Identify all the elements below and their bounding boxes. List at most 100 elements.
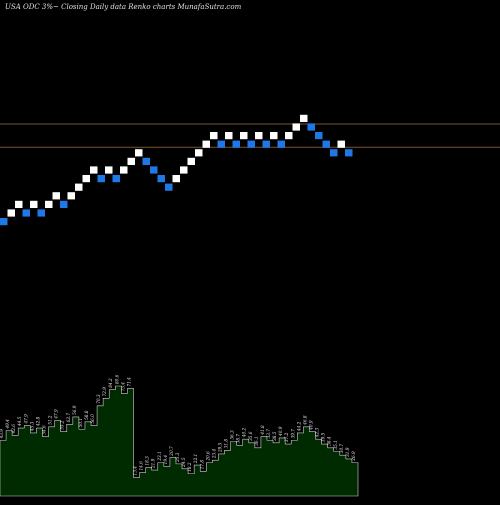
volume-label: 40.2 — [242, 427, 247, 438]
volume-label: 84.2 — [108, 378, 113, 388]
volume-label: 42.8 — [35, 416, 40, 427]
chart-title: USA ODC 3%~ Closing Daily data Renko cha… — [5, 3, 242, 11]
volume-label: 36.3 — [230, 430, 235, 440]
up-brick — [120, 166, 128, 174]
up-brick — [30, 200, 38, 208]
volume-label: 17.8 — [199, 460, 204, 470]
up-brick — [45, 200, 53, 208]
volume-label: 37.2 — [284, 432, 289, 442]
down-brick — [60, 200, 68, 208]
up-brick — [15, 200, 23, 208]
up-brick — [225, 132, 233, 140]
up-brick — [90, 166, 98, 174]
volume-label: 45.3 — [29, 421, 34, 432]
volume-label: 41.8 — [260, 425, 265, 436]
volume-label: 14.6 — [139, 461, 144, 471]
up-brick — [52, 192, 60, 200]
volume-label: 26.9 — [351, 451, 356, 462]
up-brick — [202, 140, 210, 148]
up-brick — [270, 132, 278, 140]
up-brick — [180, 166, 188, 174]
volume-panel: 43.949.442.644.5 47.945.342.854.651.247.9… — [0, 374, 359, 497]
volume-label: 18.2 — [187, 462, 192, 472]
volume-label: 20.6 — [205, 451, 210, 462]
down-brick — [150, 166, 158, 174]
down-brick — [165, 183, 173, 191]
volume-label: 51.2 — [48, 415, 53, 425]
down-brick — [157, 175, 165, 183]
volume-label: 40.9 — [308, 420, 313, 431]
volume-label: 35.1 — [333, 440, 338, 449]
volume-label: 43.9 — [0, 429, 4, 440]
volume-label: 40.9 — [278, 426, 283, 437]
down-brick — [277, 140, 285, 148]
volume-label: 42.6 — [11, 424, 16, 435]
up-brick — [127, 157, 135, 165]
volume-label: 47.9 — [23, 414, 28, 425]
up-brick — [187, 157, 195, 165]
volume-label: 33.7 — [266, 429, 271, 439]
down-brick — [330, 149, 338, 157]
up-brick — [255, 132, 263, 140]
down-brick — [322, 140, 330, 148]
down-brick — [232, 140, 240, 148]
up-brick — [292, 123, 300, 131]
volume-area — [0, 385, 359, 497]
volume-label: 20.7 — [169, 446, 174, 457]
volume-label: 47.9 — [54, 409, 59, 420]
volume-label: 24.5 — [181, 457, 186, 468]
renko-bricks — [0, 114, 353, 226]
up-brick — [285, 132, 293, 140]
up-brick — [135, 149, 143, 157]
volume-label: 71.4 — [126, 377, 131, 387]
volume-label: 39.5 — [321, 432, 326, 442]
up-brick — [82, 175, 90, 183]
down-brick — [37, 209, 45, 217]
volume-label: 29.5 — [217, 442, 222, 453]
volume-label: 31.9 — [345, 447, 350, 457]
up-brick — [337, 140, 345, 148]
up-brick — [195, 149, 203, 157]
up-brick — [105, 166, 113, 174]
volume-label: 62.7 — [66, 413, 71, 423]
volume-label: 44.5 — [17, 416, 22, 427]
volume-label: 38.5 — [272, 431, 277, 441]
volume-label: 36.1 — [254, 436, 259, 445]
volume-label: 23.4 — [211, 448, 216, 459]
down-brick — [0, 218, 8, 226]
down-brick — [112, 175, 120, 183]
volume-label: 30.7 — [339, 444, 344, 454]
volume-label: 23.1 — [157, 451, 162, 461]
up-brick — [75, 183, 83, 191]
down-brick — [22, 209, 30, 217]
volume-label: 72.9 — [102, 387, 107, 397]
volume-label: 42.3 — [315, 427, 320, 438]
down-brick — [247, 140, 255, 148]
volume-label: 38.4 — [327, 436, 332, 446]
up-brick — [240, 132, 248, 140]
volume-label: 25.3 — [175, 452, 180, 463]
volume-label: 55.2 — [60, 420, 65, 430]
volume-label: 54.6 — [42, 425, 47, 435]
volume-label: 13.4 — [133, 466, 138, 476]
volume-label: 73.4 — [120, 382, 125, 392]
up-brick — [7, 209, 15, 217]
down-brick — [97, 175, 105, 183]
down-brick — [315, 132, 323, 140]
down-brick — [142, 157, 150, 165]
up-brick — [67, 192, 75, 200]
down-brick — [307, 123, 315, 131]
volume-label: 19.4 — [163, 455, 168, 465]
down-brick — [217, 140, 225, 148]
volume-label: 50.1 — [78, 418, 83, 427]
volume-label: 38.7 — [236, 434, 241, 444]
volume-label: 35.6 — [248, 431, 253, 441]
up-brick — [210, 132, 218, 140]
down-brick — [262, 140, 270, 148]
up-brick — [300, 114, 308, 122]
volume-label: 39.7 — [290, 429, 295, 439]
up-brick — [172, 175, 180, 183]
volume-label: 46.8 — [302, 415, 307, 426]
